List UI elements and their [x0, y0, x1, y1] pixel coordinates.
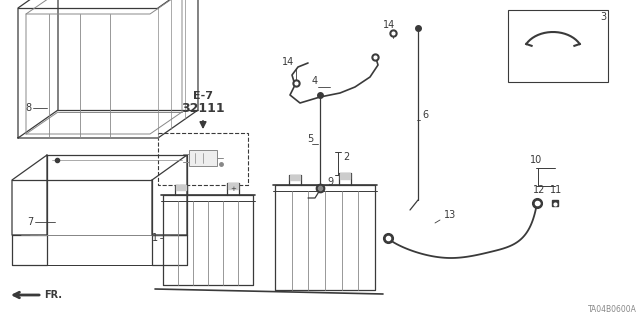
Text: 1: 1: [152, 233, 158, 243]
Text: 7: 7: [27, 217, 33, 227]
Text: 4: 4: [312, 76, 318, 86]
Text: 3: 3: [600, 12, 606, 22]
Text: 32111: 32111: [181, 101, 225, 115]
Bar: [189, 150, 217, 166]
Text: 12: 12: [533, 185, 545, 195]
Bar: [228, 183, 238, 189]
Bar: [158, 133, 248, 185]
Text: 8: 8: [25, 103, 31, 113]
Text: 13: 13: [444, 210, 456, 220]
Text: E-7: E-7: [193, 91, 213, 101]
Bar: [340, 173, 350, 179]
Text: 14: 14: [383, 20, 396, 30]
Text: 11: 11: [550, 185, 563, 195]
Text: 10: 10: [530, 155, 542, 165]
Text: TA04B0600A: TA04B0600A: [588, 305, 637, 314]
Text: 2: 2: [343, 152, 349, 162]
Bar: [176, 185, 186, 190]
Bar: [290, 175, 300, 180]
Text: 9: 9: [327, 177, 333, 187]
Bar: [508, 10, 608, 82]
Text: 5: 5: [307, 134, 313, 144]
Text: 6: 6: [422, 110, 428, 120]
Text: FR.: FR.: [44, 290, 62, 300]
Text: +: +: [230, 186, 236, 192]
Text: 14: 14: [282, 57, 294, 67]
